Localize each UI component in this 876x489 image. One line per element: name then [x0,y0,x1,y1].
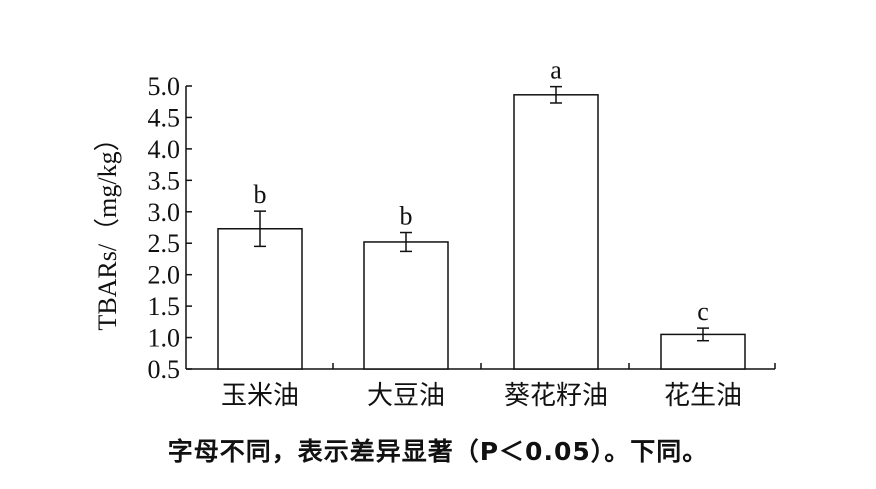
bars [217,85,746,370]
y-tick-label: 4.5 [148,103,181,132]
y-tick-label: 2.0 [148,261,181,290]
bar [363,241,449,370]
category-label: 玉米油 [221,381,299,411]
bar [513,94,599,370]
y-tick-label: 5.0 [148,72,181,101]
y-tick-label: 1.5 [148,292,181,321]
y-tick-label: 4.0 [148,135,181,164]
significance-letter: b [254,180,267,209]
labels: 0.51.0 1.52.0 2.53.0 3.54.0 4.55.0 TBARs/（mg/… [93,56,742,411]
figure-caption: 字母不同，表示差异显著（P＜0.05）。下同。 [167,437,709,466]
significance-letter: c [697,297,709,326]
y-axis-label: TBARs/（mg/kg） [93,125,122,330]
y-tick-label: 3.0 [148,198,181,227]
y-tick-label: 0.5 [148,355,181,384]
y-tick-label: 1.0 [148,324,181,353]
y-tick-label: 3.5 [148,166,181,195]
bar-chart: 0.51.0 1.52.0 2.53.0 3.54.0 4.55.0 TBARs/（mg/… [93,56,776,411]
bar [217,228,303,370]
category-label: 大豆油 [367,381,445,411]
y-tick-label: 2.5 [148,229,181,258]
category-label: 葵花籽油 [504,381,608,411]
category-label: 花生油 [664,381,742,411]
significance-letter: b [400,202,413,231]
significance-letter: a [550,56,562,85]
